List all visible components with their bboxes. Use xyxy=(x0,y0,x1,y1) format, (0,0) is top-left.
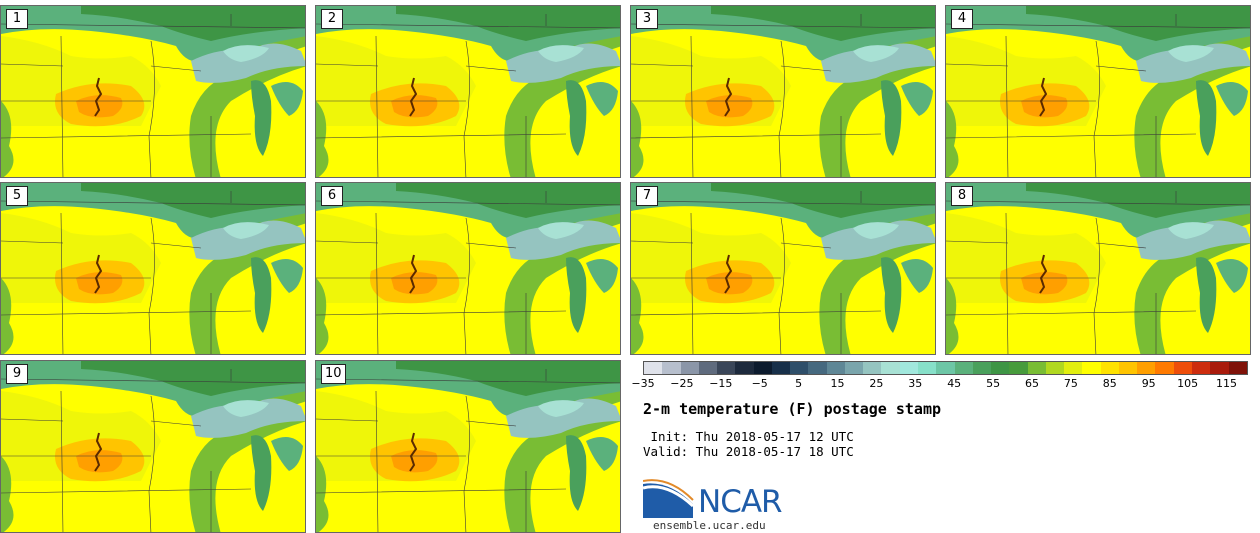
panel-number: 8 xyxy=(951,186,973,206)
panel-number: 9 xyxy=(6,364,28,384)
colorbar xyxy=(643,361,1248,375)
ncar-swoosh-icon xyxy=(642,479,695,518)
panel-number: 2 xyxy=(321,9,343,29)
colorbar-tick-label: 95 xyxy=(1141,377,1156,390)
colorbar-swatch xyxy=(1082,362,1101,374)
map-panel: 10 xyxy=(315,360,621,533)
colorbar-swatch xyxy=(1100,362,1119,374)
init-time: Init: Thu 2018-05-17 12 UTC xyxy=(643,429,854,444)
colorbar-swatch xyxy=(680,362,699,374)
temperature-map xyxy=(1,183,305,354)
colorbar-swatch xyxy=(1045,362,1065,374)
colorbar-swatch xyxy=(1064,362,1083,374)
colorbar-tick-label: 65 xyxy=(1025,377,1039,390)
map-panel: 5 xyxy=(0,182,306,355)
panel-number: 7 xyxy=(636,186,658,206)
colorbar-swatch xyxy=(1191,362,1211,374)
temperature-map xyxy=(1,361,305,532)
map-panel: 8 xyxy=(945,182,1251,355)
temperature-map xyxy=(316,183,620,354)
temperature-map xyxy=(316,361,620,532)
colorbar-swatch xyxy=(881,362,900,374)
colorbar-tick-label: 75 xyxy=(1063,377,1078,390)
colorbar-swatch xyxy=(790,362,809,374)
colorbar-swatch xyxy=(771,362,791,374)
colorbar-swatch xyxy=(1210,362,1229,374)
colorbar-swatch xyxy=(936,362,955,374)
colorbar-tick-label: −35 xyxy=(631,377,655,390)
colorbar-swatch xyxy=(954,362,973,374)
panel-number: 3 xyxy=(636,9,658,29)
colorbar-tick-label: 105 xyxy=(1177,377,1199,390)
colorbar-swatch xyxy=(1118,362,1138,374)
colorbar-legend: −35 −25 −15 −5 5 15 25 35 45 55 65 75 85 95 105 115 xyxy=(631,361,1248,395)
temperature-map xyxy=(631,183,935,354)
colorbar-swatch xyxy=(662,362,681,374)
colorbar-swatch xyxy=(1009,362,1028,374)
temperature-map xyxy=(316,6,620,177)
temperature-map xyxy=(946,183,1250,354)
colorbar-swatch xyxy=(826,362,845,374)
colorbar-swatch xyxy=(1228,362,1247,374)
temperature-map xyxy=(946,6,1250,177)
colorbar-swatch xyxy=(698,362,718,374)
colorbar-tick-label: 35 xyxy=(908,377,923,390)
colorbar-swatch xyxy=(808,362,827,374)
colorbar-swatch xyxy=(863,362,882,374)
colorbar-swatch xyxy=(899,362,918,374)
colorbar-swatch xyxy=(1155,362,1174,374)
map-panel: 6 xyxy=(315,182,621,355)
colorbar-swatch xyxy=(717,362,736,374)
colorbar-swatch xyxy=(972,362,992,374)
map-panel: 7 xyxy=(630,182,936,355)
colorbar-tick-label: −15 xyxy=(709,377,733,390)
colorbar-swatch xyxy=(1027,362,1046,374)
panel-number: 5 xyxy=(6,186,28,206)
colorbar-swatch xyxy=(644,362,663,374)
ncar-logo: NCAR xyxy=(642,476,803,526)
panel-number: 4 xyxy=(951,9,973,29)
map-panel: 2 xyxy=(315,5,621,178)
map-panel: 4 xyxy=(945,5,1251,178)
colorbar-tick-label: −5 xyxy=(751,377,768,390)
valid-time: Valid: Thu 2018-05-17 18 UTC xyxy=(643,444,854,459)
colorbar-tick-label: 55 xyxy=(986,377,1001,390)
panel-number: 6 xyxy=(321,186,343,206)
figure-title: 2-m temperature (F) postage stamp xyxy=(643,400,942,418)
colorbar-tick-label: 115 xyxy=(1216,377,1237,390)
temperature-map xyxy=(631,6,935,177)
colorbar-swatch xyxy=(753,362,772,374)
colorbar-swatch xyxy=(844,362,864,374)
colorbar-swatch xyxy=(991,362,1010,374)
colorbar-tick-label: 25 xyxy=(869,377,884,390)
ncar-url: ensemble.ucar.edu xyxy=(653,519,766,532)
colorbar-swatch xyxy=(735,362,754,374)
colorbar-tick-label: 5 xyxy=(795,377,803,390)
map-panel: 3 xyxy=(630,5,936,178)
colorbar-swatch xyxy=(917,362,937,374)
panel-number: 1 xyxy=(6,9,28,29)
run-info: Init: Thu 2018-05-17 12 UTC Valid: Thu 20… xyxy=(643,429,854,459)
colorbar-swatch xyxy=(1173,362,1192,374)
panel-number: 10 xyxy=(321,364,346,384)
colorbar-swatch xyxy=(1137,362,1156,374)
colorbar-tick-label: 45 xyxy=(947,377,962,390)
colorbar-ticks: −35 −25 −15 −5 5 15 25 35 45 55 65 75 85 95 105 115 xyxy=(631,377,1248,395)
ncar-logo-text: NCAR xyxy=(698,484,783,520)
map-panel: 1 xyxy=(0,5,306,178)
colorbar-tick-label: −25 xyxy=(670,377,694,390)
colorbar-tick-label: 85 xyxy=(1102,377,1117,390)
temperature-map xyxy=(1,6,305,177)
colorbar-tick-label: 15 xyxy=(830,377,845,390)
map-panel: 9 xyxy=(0,360,306,533)
